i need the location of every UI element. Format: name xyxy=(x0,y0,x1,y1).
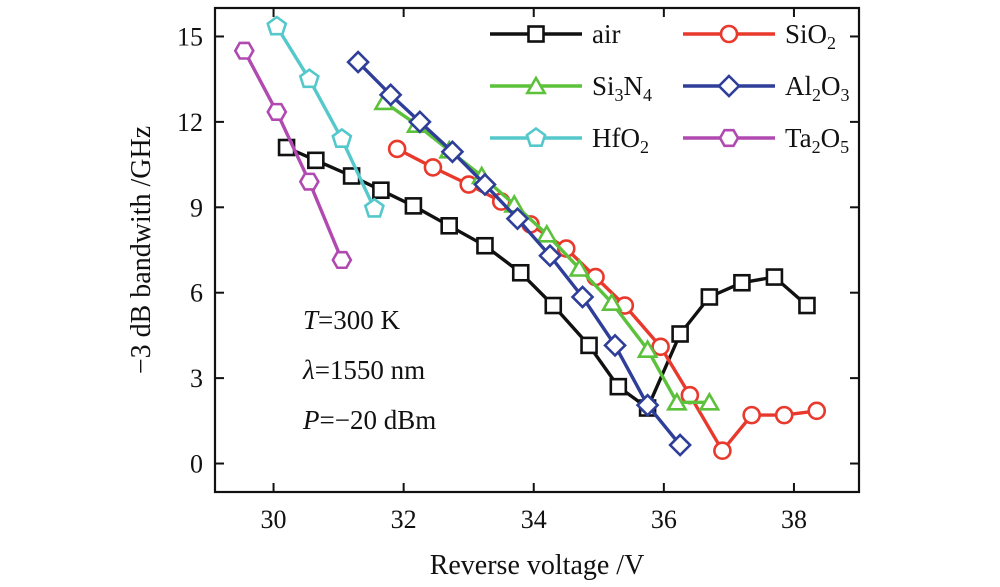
data-point-si3n4 xyxy=(568,257,591,277)
legend-entry-sio2: SiO2 xyxy=(683,19,836,53)
data-point-air xyxy=(580,336,598,355)
legend: air SiO2 Si3N4 Al2O3 HfO2 Ta2O5 xyxy=(490,19,850,157)
data-point-al2o3 xyxy=(408,110,432,134)
y-tick-label: 12 xyxy=(177,108,203,137)
plot-frame xyxy=(213,6,861,494)
series-hfo2 xyxy=(266,15,385,218)
series-layer xyxy=(233,15,827,461)
y-axis-title: −3 dB bandwith /GHz xyxy=(126,126,157,374)
data-point-al2o3 xyxy=(538,243,562,268)
condition-annotations: T=300 K λ=1550 nm P=−20 dBm xyxy=(302,305,436,435)
legend-marker xyxy=(525,126,547,147)
data-point-al2o3 xyxy=(346,50,370,74)
legend-label: Al2O3 xyxy=(785,71,850,105)
legend-entry-hfo2: HfO2 xyxy=(490,123,649,157)
x-tick-label: 36 xyxy=(651,505,677,534)
y-tick-label: 3 xyxy=(190,364,203,393)
legend-marker xyxy=(717,74,741,98)
data-point-air xyxy=(372,181,390,200)
legend-label: air xyxy=(592,19,620,49)
data-point-sio2 xyxy=(423,158,443,177)
data-point-air xyxy=(700,288,719,306)
data-point-al2o3 xyxy=(473,172,497,197)
series-line-hfo2 xyxy=(275,25,376,210)
data-point-ta2o5 xyxy=(331,250,353,270)
data-point-si3n4 xyxy=(636,339,659,358)
legend-label: HfO2 xyxy=(592,123,649,157)
data-point-air xyxy=(671,325,689,343)
data-point-air xyxy=(544,296,563,315)
data-point-air xyxy=(440,217,458,235)
data-point-air xyxy=(609,377,628,396)
data-point-hfo2 xyxy=(331,127,353,148)
data-point-hfo2 xyxy=(298,68,320,89)
data-point-ta2o5 xyxy=(298,172,320,191)
x-tick-label: 30 xyxy=(261,505,287,534)
data-point-sio2 xyxy=(774,405,794,425)
condition-annotation: λ=1550 nm xyxy=(302,355,425,385)
data-point-al2o3 xyxy=(635,393,660,417)
data-point-air xyxy=(476,236,494,255)
data-point-al2o3 xyxy=(378,83,403,107)
legend-label: SiO2 xyxy=(785,19,836,53)
data-point-al2o3 xyxy=(570,285,595,309)
data-point-air xyxy=(307,151,325,170)
y-tick-label: 15 xyxy=(177,22,203,51)
data-point-air xyxy=(511,263,530,282)
legend-entry-ta2o5: Ta2O5 xyxy=(683,123,849,157)
legend-marker xyxy=(719,24,739,44)
legend-label: Si3N4 xyxy=(592,71,652,105)
condition-annotation: P=−20 dBm xyxy=(302,405,436,435)
data-point-si3n4 xyxy=(600,292,623,311)
data-point-al2o3 xyxy=(603,333,627,358)
legend-label: Ta2O5 xyxy=(785,123,849,157)
series-al2o3 xyxy=(346,50,692,457)
data-point-air xyxy=(798,296,816,315)
y-tick-label: 0 xyxy=(190,450,203,479)
data-point-sio2 xyxy=(586,267,605,287)
data-point-si3n4 xyxy=(665,391,688,411)
series-ta2o5 xyxy=(233,41,353,270)
x-axis-title: Reverse voltage /V xyxy=(430,550,645,581)
data-point-al2o3 xyxy=(505,206,530,231)
data-point-sio2 xyxy=(387,139,407,159)
series-line-ta2o5 xyxy=(242,49,344,261)
data-point-si3n4 xyxy=(535,223,558,243)
legend-entry-air: air xyxy=(490,19,620,49)
x-tick-label: 32 xyxy=(391,505,417,534)
y-tick-label: 9 xyxy=(190,193,203,222)
data-point-si3n4 xyxy=(698,391,721,411)
condition-annotation: T=300 K xyxy=(303,305,401,335)
data-point-ta2o5 xyxy=(233,41,255,60)
x-tick-label: 34 xyxy=(521,505,547,534)
x-tick-label: 38 xyxy=(781,505,807,534)
y-tick-label: 6 xyxy=(190,279,203,308)
data-point-air xyxy=(404,197,423,215)
data-point-sio2 xyxy=(713,441,732,461)
data-point-sio2 xyxy=(807,401,827,421)
data-point-sio2 xyxy=(742,405,761,425)
data-point-al2o3 xyxy=(668,433,692,457)
data-point-hfo2 xyxy=(363,197,385,218)
legend-entry-si3n4: Si3N4 xyxy=(490,71,652,105)
legend-marker xyxy=(718,128,740,148)
legend-entry-al2o3: Al2O3 xyxy=(683,71,850,105)
legend-marker xyxy=(527,25,545,43)
data-point-al2o3 xyxy=(440,139,465,164)
data-point-sio2 xyxy=(651,337,670,357)
legend-marker xyxy=(525,75,547,95)
data-point-air xyxy=(733,273,751,292)
data-point-ta2o5 xyxy=(266,102,288,122)
data-point-air xyxy=(765,268,784,286)
data-point-hfo2 xyxy=(266,15,288,36)
